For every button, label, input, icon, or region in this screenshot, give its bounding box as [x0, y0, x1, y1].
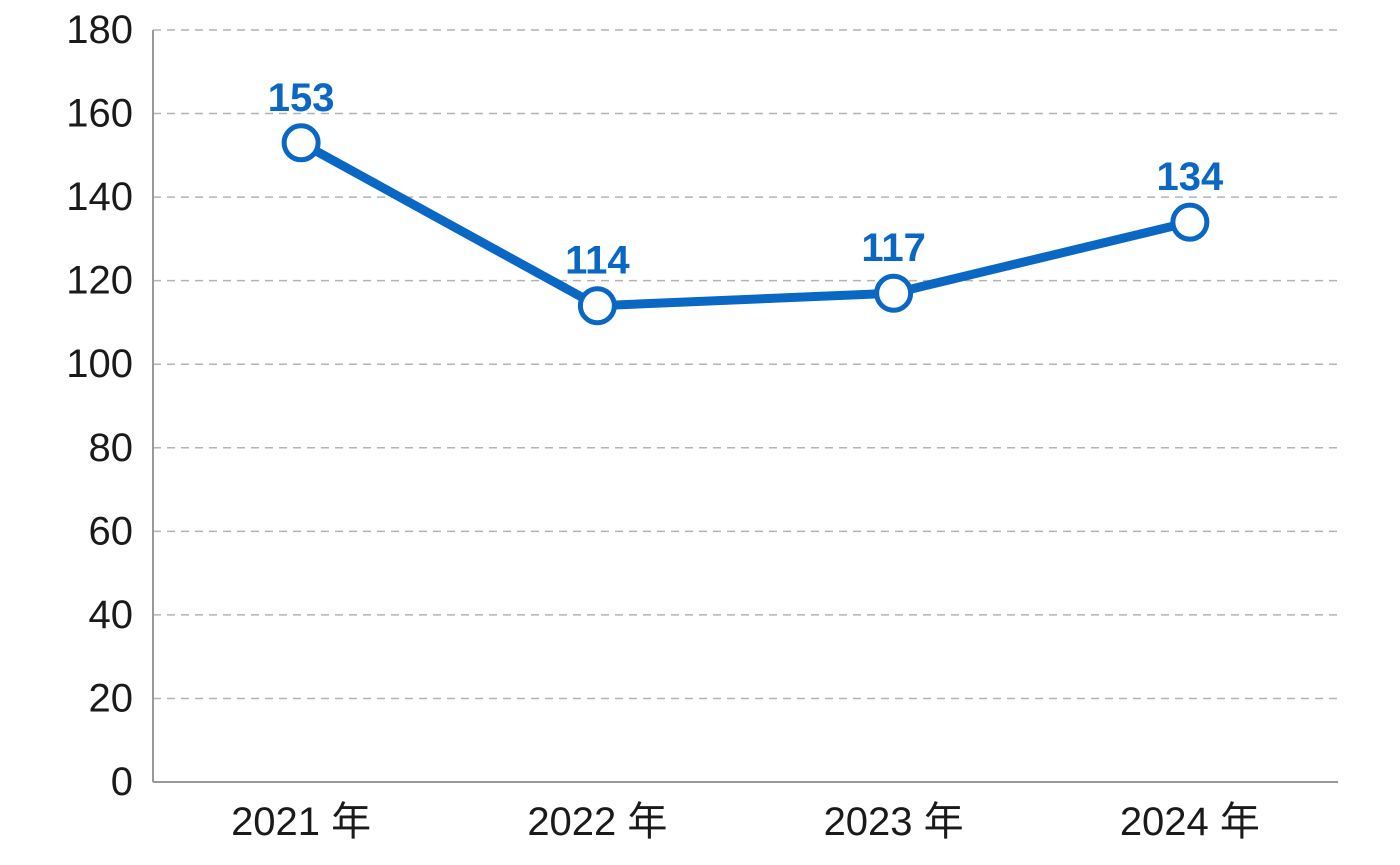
series-line-group — [296, 138, 1195, 311]
data-labels: 153 114 117 134 — [268, 76, 1224, 283]
y-tick-label: 60 — [89, 509, 134, 553]
grid-lines — [153, 29, 1338, 700]
y-tick-label: 140 — [66, 175, 133, 219]
x-tick-label: 2022 年 — [527, 800, 667, 844]
data-value-label: 153 — [268, 76, 335, 120]
y-tick-label: 180 — [66, 8, 133, 52]
data-points — [281, 123, 1210, 326]
data-value-label: 117 — [861, 226, 926, 270]
data-point-marker — [281, 123, 321, 163]
y-tick-label: 80 — [89, 426, 134, 470]
data-point-marker — [577, 286, 617, 326]
y-tick-label: 40 — [89, 593, 134, 637]
data-point-marker — [874, 273, 914, 313]
y-axis-tick-labels: 0 20 40 60 80 100 120 140 160 180 — [66, 8, 133, 804]
series-line — [296, 138, 1195, 311]
y-tick-label: 120 — [66, 259, 133, 303]
y-tick-label: 20 — [89, 676, 134, 720]
x-tick-label: 2021 年 — [231, 800, 371, 844]
chart-axes — [152, 30, 1338, 783]
data-point-marker — [1170, 202, 1210, 242]
x-tick-label: 2024 年 — [1120, 800, 1260, 844]
x-axis-tick-labels: 2021 年 2022 年 2023 年 2024 年 — [231, 800, 1260, 844]
data-value-label: 114 — [565, 239, 630, 283]
y-tick-label: 0 — [111, 760, 133, 804]
y-tick-label: 160 — [66, 92, 133, 136]
y-tick-label: 100 — [66, 342, 133, 386]
x-tick-label: 2023 年 — [824, 800, 964, 844]
data-value-label: 134 — [1157, 155, 1224, 199]
